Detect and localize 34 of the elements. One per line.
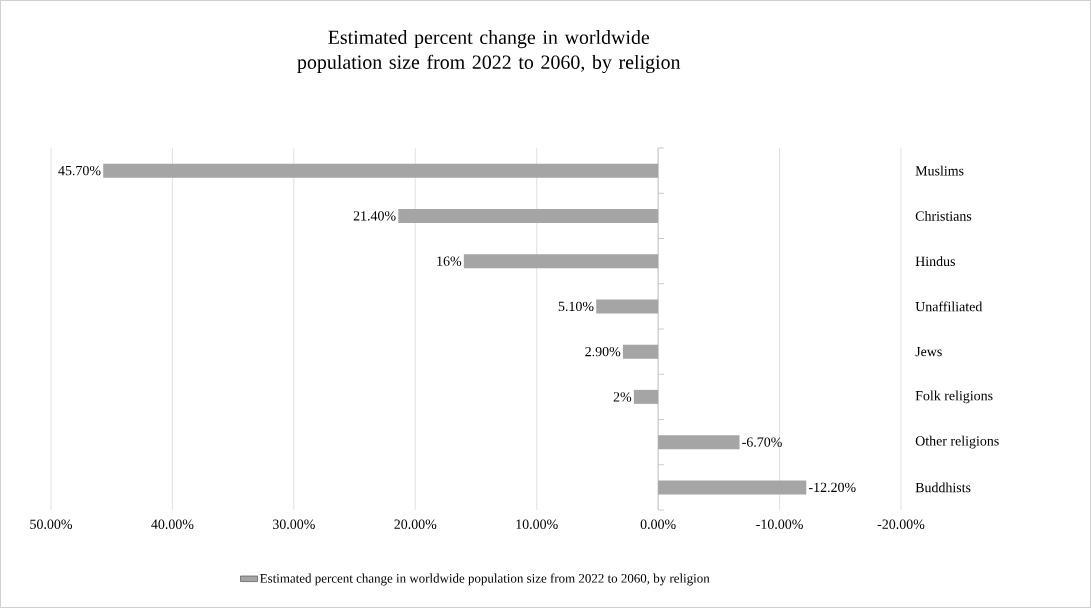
x-tick-label: 50.00%	[30, 519, 73, 529]
bar	[658, 435, 740, 450]
legend-label: Estimated percent change in worldwide population size from 2022 to 2060, by religion	[260, 573, 710, 586]
y-tick-label: Jews	[915, 346, 942, 357]
y-tick-label: Buddhists	[915, 482, 971, 493]
y-tick-label: Christians	[915, 210, 972, 221]
data-label: 21.40%	[353, 211, 396, 221]
x-tick-label: 40.00%	[151, 519, 194, 529]
x-tick-label: 20.00%	[394, 519, 437, 529]
x-tick-label: 0.00%	[640, 519, 676, 529]
x-tick-label: 30.00%	[273, 519, 315, 529]
data-label: 2%	[613, 392, 632, 402]
data-label: -6.70%	[742, 437, 782, 447]
y-tick-label: Muslims	[915, 165, 964, 176]
y-tick-label: Folk religions	[915, 390, 993, 404]
bar	[596, 299, 659, 314]
y-tick-label: Unaffiliated	[915, 301, 983, 312]
bar	[103, 163, 659, 178]
data-label: 45.70%	[58, 165, 101, 176]
x-tick-label: -20.00%	[877, 519, 925, 529]
bar	[398, 208, 659, 223]
bar	[622, 344, 659, 359]
data-label: 2.90%	[585, 346, 621, 357]
chart-title: Estimated percent change in worldwide population size from 2022 to 2060, by religion	[297, 30, 681, 74]
bar	[463, 254, 659, 269]
data-label: -12.20%	[808, 482, 856, 493]
bar	[633, 389, 659, 404]
data-label: 16%	[437, 256, 462, 266]
data-label: 5.10%	[558, 301, 594, 312]
x-tick-label: 10.00%	[516, 519, 558, 529]
bar	[658, 480, 807, 495]
y-tick-label: Hindus	[915, 256, 955, 267]
y-tick-label: Other religions	[915, 435, 999, 449]
x-tick-label: -10.00%	[756, 519, 803, 529]
